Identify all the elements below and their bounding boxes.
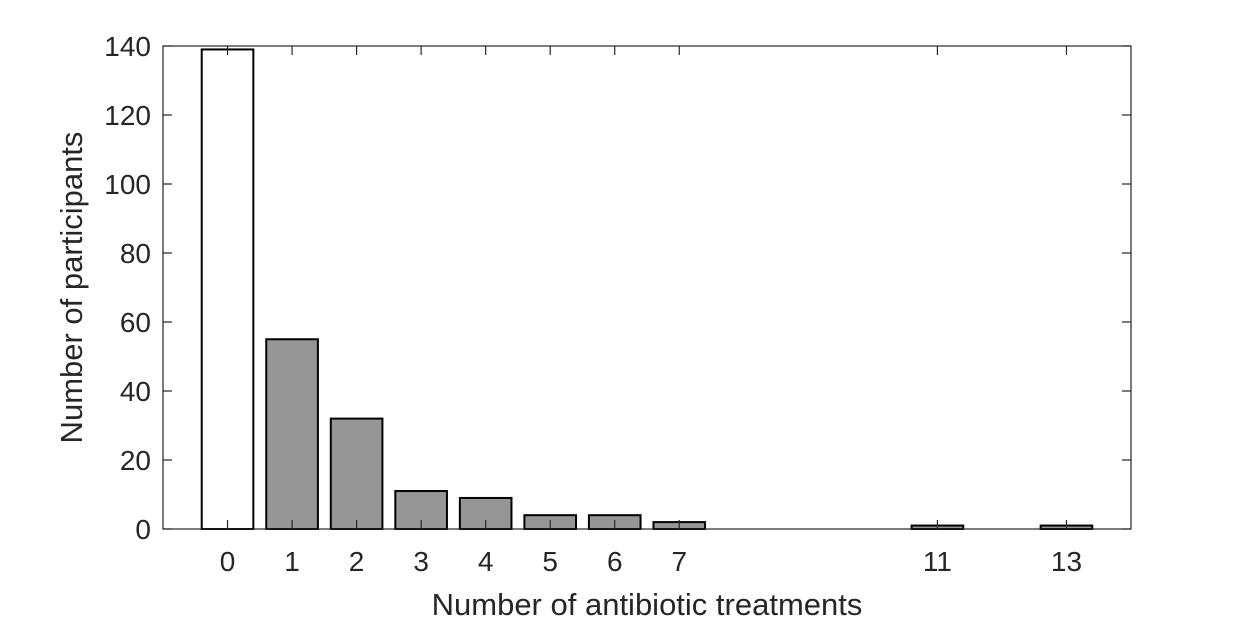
x-tick-label-5: 5	[542, 546, 558, 577]
x-tick-label-13: 13	[1051, 546, 1082, 577]
x-tick-label-7: 7	[671, 546, 687, 577]
y-tick-label-140: 140	[104, 31, 151, 62]
x-tick-label-11: 11	[923, 546, 952, 577]
y-tick-label-40: 40	[120, 376, 151, 407]
bar-0	[200, 48, 255, 530]
y-tick-label-60: 60	[120, 307, 151, 338]
y-axis-label: Number of participants	[54, 132, 89, 444]
ticks-group	[163, 45, 1131, 530]
y-tick-label-0: 0	[135, 514, 151, 545]
y-tick-label-100: 100	[104, 169, 151, 200]
bar-1	[265, 338, 319, 530]
y-tick-label-80: 80	[120, 238, 151, 269]
x-tick-label-1: 1	[284, 546, 300, 577]
y-tick-label-20: 20	[120, 445, 151, 476]
y-tick-labels: 0 20 40 60 80 100 120 140	[104, 31, 151, 545]
x-tick-label-4: 4	[478, 546, 494, 577]
x-tick-label-3: 3	[413, 546, 429, 577]
x-axis-label: Number of antibiotic treatments	[432, 587, 863, 622]
axes-box	[162, 45, 1132, 530]
x-tick-labels: 0 1 2 3 4 5 6 7 11 13	[220, 546, 1082, 577]
x-tick-label-2: 2	[349, 546, 365, 577]
y-tick-label-120: 120	[104, 100, 151, 131]
bar-2	[329, 417, 384, 531]
bars-group	[200, 48, 1094, 531]
x-tick-label-6: 6	[607, 546, 623, 577]
x-tick-label-0: 0	[220, 546, 236, 577]
